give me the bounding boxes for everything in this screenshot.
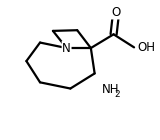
Text: 2: 2 <box>115 90 120 100</box>
Text: OH: OH <box>138 41 156 54</box>
Text: O: O <box>111 6 120 19</box>
Text: N: N <box>62 42 71 55</box>
Text: NH: NH <box>101 83 119 96</box>
